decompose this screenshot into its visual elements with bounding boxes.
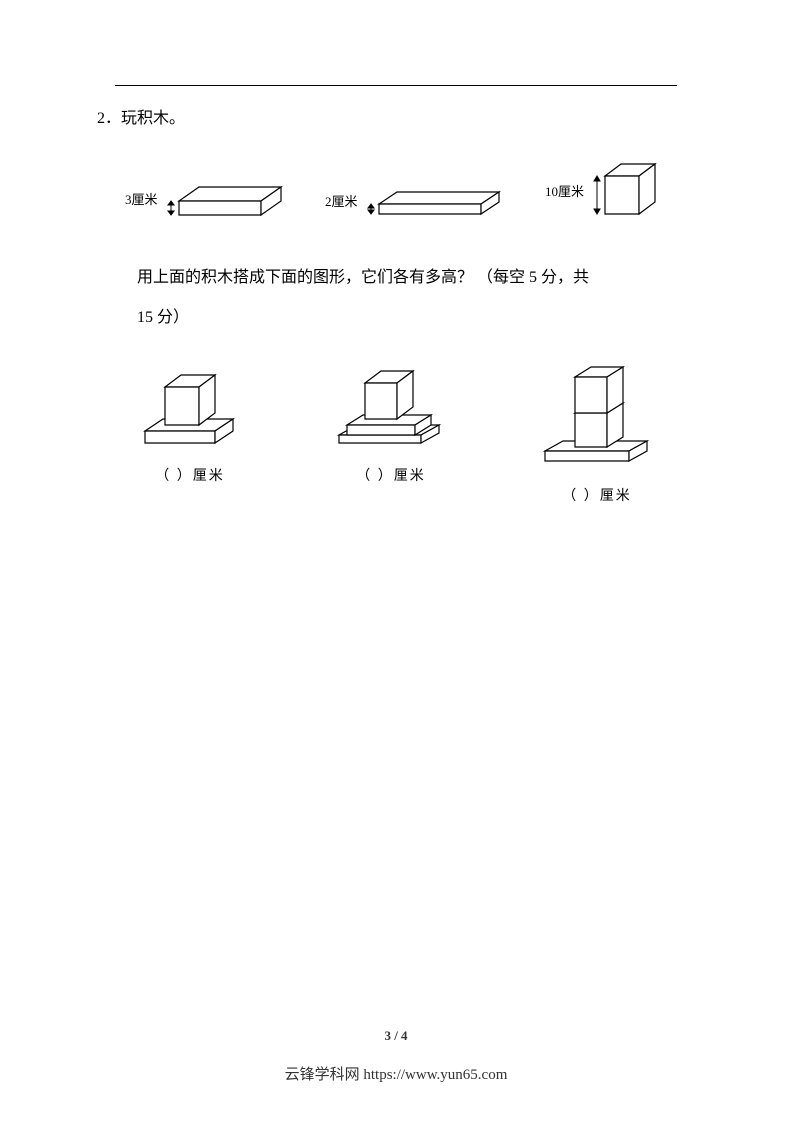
block-item-3: 10厘米 <box>545 158 667 223</box>
question-title: 玩积木。 <box>121 110 185 127</box>
answer-item-2: （ ）厘米 <box>331 363 451 505</box>
block-svg-1 <box>161 173 291 223</box>
question-instruction: 用上面的积木搭成下面的图形，它们各有多高？ （每空 5 分，共 15 分） <box>137 258 677 338</box>
block-svg-2 <box>361 178 511 223</box>
answer-svg-3 <box>537 363 657 473</box>
instruction-line1: 用上面的积木搭成下面的图形，它们各有多高？ （每空 5 分，共 <box>137 269 589 286</box>
page-number: 3 / 4 <box>0 1028 792 1044</box>
answer-label-1: （ ）厘米 <box>155 465 225 485</box>
footer-text: 云锋学科网 https://www.yun65.com <box>0 1063 792 1084</box>
block-label-1: 3厘米 <box>125 189 158 208</box>
answer-svg-1 <box>135 363 245 453</box>
question-header: 2．玩积木。 <box>97 104 677 128</box>
page-content: 2．玩积木。 3厘米 2厘米 <box>0 0 792 505</box>
answers-row: （ ）厘米 （ <box>115 363 677 505</box>
block-item-2: 2厘米 <box>325 178 511 223</box>
answer-label-2: （ ）厘米 <box>356 465 426 485</box>
block-item-1: 3厘米 <box>125 173 291 223</box>
blocks-row: 3厘米 2厘米 <box>115 158 677 223</box>
block-svg-3 <box>587 158 667 223</box>
answer-item-3: （ ）厘米 <box>537 363 657 505</box>
answer-svg-2 <box>331 363 451 453</box>
question-number: 2． <box>97 110 121 127</box>
answer-label-3: （ ）厘米 <box>562 485 632 505</box>
divider-line <box>115 85 677 86</box>
block-label-2: 2厘米 <box>325 191 358 210</box>
block-label-3: 10厘米 <box>545 181 584 200</box>
instruction-line2: 15 分） <box>137 309 189 326</box>
answer-item-1: （ ）厘米 <box>135 363 245 505</box>
